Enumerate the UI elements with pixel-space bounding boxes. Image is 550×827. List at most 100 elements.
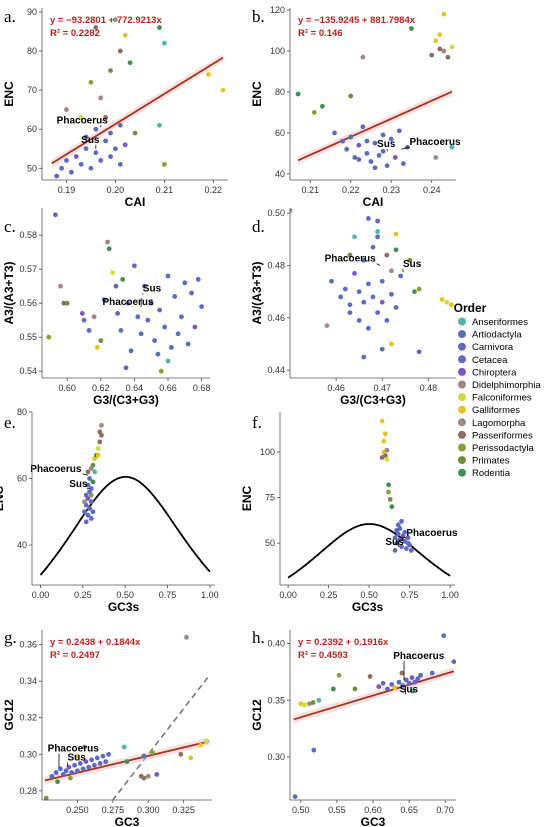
data-point: [406, 680, 412, 686]
data-point: [61, 300, 67, 306]
x-tick-label: 0.60: [58, 383, 76, 393]
data-point: [92, 469, 98, 475]
species-label: Phacoerus: [325, 254, 377, 265]
data-point: [451, 659, 456, 665]
x-axis-label: GC3: [361, 815, 386, 827]
r-squared: R² = 0.2497: [50, 650, 100, 661]
data-point: [380, 132, 386, 138]
data-point: [157, 122, 162, 128]
data-point: [46, 334, 52, 340]
data-point: [108, 154, 113, 159]
y-tick-label: 60: [275, 128, 285, 138]
data-point: [405, 540, 411, 546]
data-point: [393, 304, 399, 310]
data-point: [73, 154, 79, 159]
data-point: [344, 146, 350, 152]
legend-label: Galliformes: [472, 405, 520, 416]
data-point: [86, 328, 92, 333]
regression-equation: y = −93.2801 + 772.9213x: [50, 15, 162, 26]
x-tick-label: 0.46: [327, 383, 345, 393]
data-point: [342, 286, 348, 292]
data-point: [384, 252, 390, 258]
x-axis-label: CAI: [363, 195, 384, 209]
data-point: [449, 144, 455, 150]
legend-label: Rodentia: [472, 468, 511, 479]
legend-swatch: [458, 468, 466, 477]
regression-equation: y = −135.9245 + 881.7984x: [298, 15, 416, 26]
label-leader-line: [401, 146, 410, 150]
legend-label: Chiroptera: [472, 367, 517, 378]
panel-letter: g.: [4, 628, 17, 647]
x-axis-label: G3/(C3+G3): [93, 393, 159, 407]
data-point: [54, 173, 60, 179]
data-point: [352, 270, 357, 276]
data-point: [95, 446, 101, 451]
data-point: [43, 795, 49, 800]
data-point: [372, 165, 378, 171]
label-leader-line: [376, 263, 381, 266]
panel-letter: f.: [252, 413, 262, 432]
panel-3: c. 0.60 0.62 0.64 0.66 0.68 0.54 0.55 0.56 0.57 0.…: [2, 208, 210, 407]
data-point: [154, 772, 160, 777]
x-tick-label: 0.21: [156, 185, 174, 195]
data-point: [91, 314, 97, 320]
r-squared: R² = 0.146: [298, 28, 343, 39]
data-point: [393, 231, 399, 237]
data-point: [316, 697, 322, 703]
species-label: Sus: [69, 479, 88, 490]
data-point: [330, 686, 336, 692]
data-point: [148, 300, 154, 306]
data-point: [379, 346, 385, 352]
legend-swatch: [458, 443, 466, 452]
x-tick-label: 0.22: [205, 185, 223, 195]
data-point: [416, 286, 422, 292]
data-point: [385, 686, 390, 692]
data-point: [89, 757, 94, 763]
legend-swatch: [458, 355, 466, 364]
panel-1: a. 0.19 0.20 0.21 0.22 50 60 70 80 90 CAI ENC Phacoe…: [2, 7, 228, 209]
data-point: [441, 11, 447, 17]
legend-swatch: [458, 418, 466, 427]
x-tick-label: 1.00: [201, 590, 219, 600]
data-point: [192, 324, 198, 330]
data-point: [94, 755, 100, 761]
y-tick-label: 0.30: [19, 749, 37, 759]
data-point: [83, 759, 89, 765]
data-point: [439, 297, 445, 302]
x-tick-label: 0.00: [32, 590, 50, 600]
data-point: [416, 349, 422, 355]
y-tick-label: 40: [17, 540, 27, 550]
data-point: [82, 509, 87, 515]
data-point: [397, 537, 403, 542]
data-point: [53, 770, 59, 775]
x-tick-label: 0.68: [193, 383, 211, 393]
legend-item: Anseriformes: [458, 317, 528, 328]
x-tick-label: 0.50: [360, 590, 378, 600]
x-tick-label: 0.75: [401, 590, 419, 600]
panel-4: d. 0.46 0.47 0.48 0.44 0.46 0.48 0.50 G3/(C3+G3)…: [250, 208, 456, 407]
legend-item: Artiodactyla: [458, 330, 522, 341]
legend-item: Lagomorpha: [458, 418, 526, 429]
data-point: [161, 40, 167, 46]
data-point: [172, 294, 178, 299]
data-point: [412, 289, 417, 295]
data-point: [97, 761, 103, 766]
data-point: [80, 766, 86, 772]
data-point: [85, 512, 91, 518]
legend-swatch: [458, 430, 466, 439]
y-tick-label: 75: [265, 493, 275, 503]
data-point: [117, 48, 123, 54]
data-point: [360, 124, 366, 130]
data-point: [88, 486, 94, 491]
legend-swatch: [458, 342, 466, 351]
data-point: [145, 773, 151, 779]
data-point: [387, 497, 393, 502]
data-point: [310, 700, 316, 705]
data-point: [400, 683, 405, 688]
regression-line: [297, 90, 453, 162]
y-tick-label: 0.34: [19, 676, 37, 686]
legend-label: Lagomorpha: [472, 418, 526, 429]
data-point: [375, 234, 381, 240]
data-point: [352, 234, 357, 240]
x-tick-label: 0.275: [102, 805, 125, 815]
